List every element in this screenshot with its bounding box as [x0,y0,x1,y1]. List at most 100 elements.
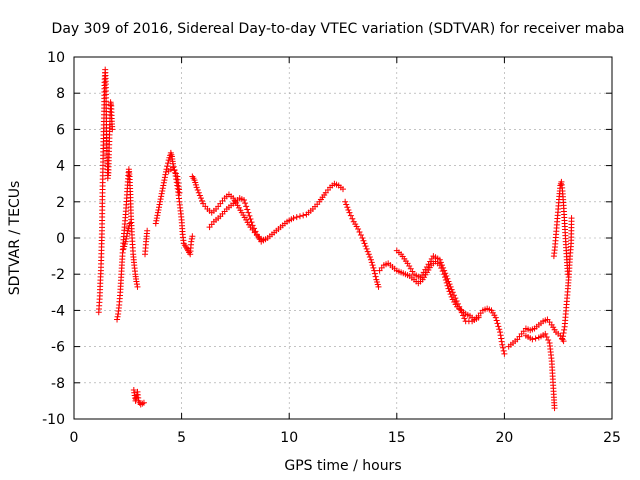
data-point [342,198,349,205]
data-point [375,283,382,290]
data-point [133,278,140,285]
y-tick-label: -4 [51,303,65,319]
y-tick-label: 6 [56,122,65,138]
data-point [157,196,164,203]
data-point [494,320,501,327]
data-point [164,163,171,170]
data-point [458,309,465,316]
x-tick-label: 20 [495,430,513,446]
data-point [436,256,443,263]
data-point [300,212,307,219]
data-point [445,278,452,285]
data-point [188,238,195,245]
y-tick-label: -10 [42,412,65,428]
data-point [126,220,133,227]
data-point [449,289,456,296]
data-point [560,333,567,340]
data-point [495,323,502,330]
data-point [497,329,504,336]
data-point [368,259,375,266]
data-point [247,215,254,222]
data-point [157,198,164,205]
data-point [440,264,447,271]
chart-title: Day 309 of 2016, Sidereal Day-to-day VTE… [52,21,625,37]
data-point [162,168,169,175]
data-point [189,233,196,240]
data-point [371,270,378,277]
data-point [444,275,451,282]
grid [74,57,612,419]
data-point [340,186,346,193]
data-point [296,213,303,220]
data-point [249,222,256,229]
data-point [542,330,549,337]
data-point [171,167,178,174]
data-point [437,259,444,266]
data-point [529,336,536,343]
data-point [500,347,507,354]
data-point [497,332,504,339]
data-point [293,214,300,221]
data-point [156,201,163,208]
y-tick-label: 4 [56,159,65,175]
data-point [498,338,505,345]
data-point [370,264,377,271]
data-point [158,190,165,197]
data-point [357,231,364,238]
x-tick-label: 10 [280,430,298,446]
data-point [158,193,165,200]
data-point [154,212,161,219]
data-point [442,270,449,277]
x-tick-label: 25 [603,430,621,446]
data-point [461,315,468,322]
data-point [360,237,367,244]
data-point [561,326,568,333]
data-point [343,201,350,208]
data-point [551,405,558,412]
data-point [454,300,461,307]
data-point [123,235,130,242]
data-point [156,204,163,211]
data-point [443,273,450,280]
data-point [114,313,121,320]
data-point [153,215,160,222]
data-point [369,262,376,269]
data-point [362,243,369,250]
data-point [109,126,116,133]
data-point [492,314,499,321]
data-point [197,195,204,202]
data-point [196,192,203,199]
data-point [364,248,371,255]
data-point [457,306,464,313]
data-point [545,336,552,343]
data-point [244,206,251,213]
data-point [347,212,354,219]
data-point [242,200,249,207]
data-point [560,330,567,337]
data-point [159,185,166,192]
data-point [451,292,458,299]
data-point [349,215,356,222]
data-point [173,179,180,186]
y-axis-label: SDTVAR / TECUs [7,181,23,296]
y-tick-label: -6 [51,340,65,356]
data-point [438,262,445,269]
y-tick-label: 8 [56,86,65,102]
y-tick-label: 2 [56,195,65,211]
data-point [290,215,297,222]
data-point [499,341,506,348]
data-point [172,170,179,177]
data-point [243,203,250,210]
data-point [365,251,372,258]
x-tick-labels: 0 5 10 15 20 25 [70,430,621,446]
data-point [176,189,183,196]
data-point [344,204,351,211]
data-point [140,399,147,406]
data-point [154,209,161,216]
data-point [346,209,353,216]
data-point [559,336,566,343]
axis-ticks [73,56,613,420]
data-point [441,267,448,274]
data-point [498,335,505,342]
data-point [193,184,200,191]
